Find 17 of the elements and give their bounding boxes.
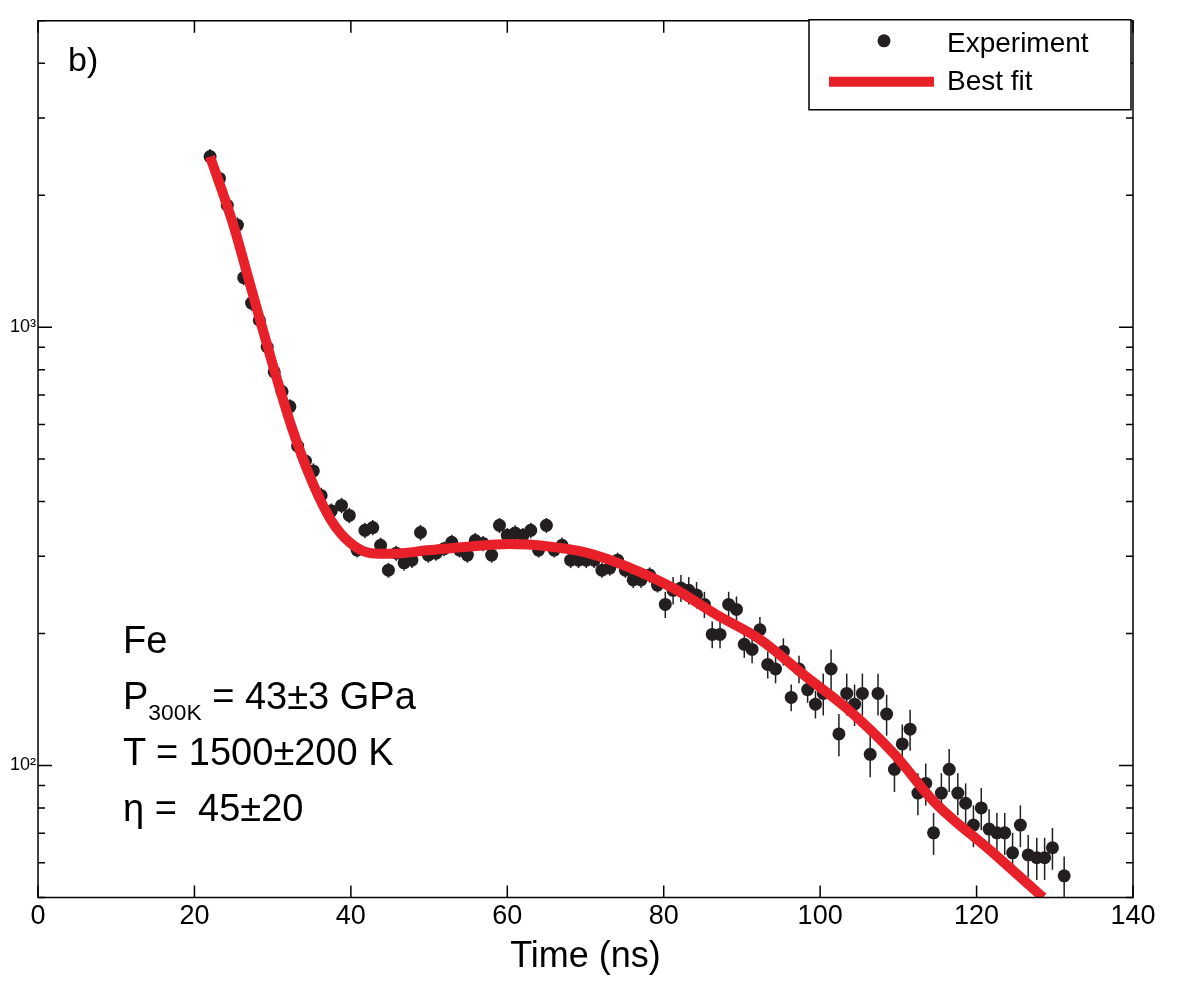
annotation: η = 45±20 xyxy=(123,786,304,829)
x-tick-label: 100 xyxy=(797,900,843,931)
x-tick-label: 120 xyxy=(954,900,1000,931)
x-tick-label: 60 xyxy=(492,900,523,931)
x-axis-title: Time (ns) xyxy=(510,934,661,976)
y-tick-label: 10² xyxy=(10,754,37,775)
x-tick-label: 140 xyxy=(1110,900,1156,931)
x-tick-label: 40 xyxy=(335,900,366,931)
x-tick-label: 80 xyxy=(648,900,679,931)
annotation: T = 1500±200 K xyxy=(123,730,394,773)
x-tick-label: 0 xyxy=(30,900,46,931)
annotation: Fe xyxy=(123,618,168,661)
legend-label: Experiment xyxy=(947,26,1089,58)
annotation: b) xyxy=(68,39,99,78)
legend-label: Best fit xyxy=(947,64,1033,96)
y-tick-label: 10³ xyxy=(10,316,37,337)
x-tick-label: 20 xyxy=(179,900,210,931)
